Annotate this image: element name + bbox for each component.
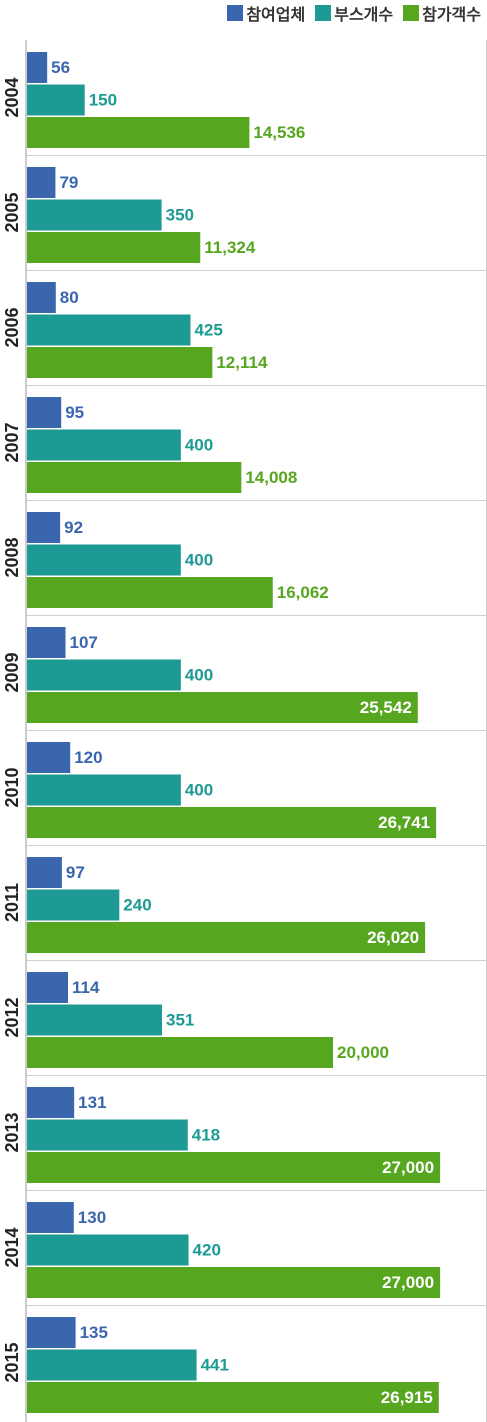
bar [27, 314, 191, 346]
legend-swatch-booths [315, 5, 332, 21]
chart-legend: 참여업체 부스개수 참가객수 [227, 0, 481, 26]
value-label: 400 [185, 780, 213, 799]
value-label: 27,000 [382, 1158, 434, 1177]
legend-label-participants: 참여업체 [246, 5, 306, 24]
year-label: 2005 [2, 192, 22, 232]
bar [27, 857, 62, 888]
value-label: 14,008 [245, 468, 297, 487]
value-label: 25,542 [360, 698, 412, 717]
bar [27, 742, 71, 773]
bar [27, 1087, 75, 1118]
value-label: 95 [65, 403, 84, 422]
value-label: 425 [194, 320, 222, 339]
legend-item-booths: 부스개수 [315, 1, 393, 25]
value-label: 120 [74, 748, 102, 767]
bar [27, 1349, 197, 1381]
value-label: 351 [166, 1010, 194, 1029]
value-label: 240 [123, 895, 151, 914]
value-label: 350 [166, 205, 194, 224]
bar [27, 52, 48, 83]
bar [27, 1119, 188, 1151]
bar [27, 922, 426, 953]
legend-item-visitors: 참가객수 [403, 1, 481, 25]
value-label: 27,000 [382, 1273, 434, 1292]
bar [27, 282, 56, 313]
legend-label-visitors: 참가객수 [422, 5, 481, 24]
bar [27, 1152, 441, 1183]
bar [27, 774, 181, 806]
bar [27, 1317, 76, 1348]
bar [27, 117, 250, 148]
bar [27, 429, 181, 461]
bar [27, 692, 418, 723]
value-label: 420 [193, 1240, 221, 1259]
year-label: 2015 [2, 1342, 22, 1382]
value-label: 400 [185, 550, 213, 569]
legend-label-booths: 부스개수 [334, 5, 394, 24]
value-label: 56 [51, 58, 70, 77]
bar [27, 512, 61, 543]
bar [27, 1202, 74, 1233]
value-label: 16,062 [277, 583, 329, 602]
bar [27, 199, 162, 231]
year-label: 2004 [2, 77, 22, 117]
value-label: 26,020 [367, 928, 419, 947]
bar [27, 807, 437, 838]
value-label: 79 [59, 173, 78, 192]
year-label: 2006 [2, 307, 22, 347]
bar [27, 1004, 162, 1036]
bar [27, 627, 66, 658]
bar [27, 1234, 189, 1266]
legend-swatch-visitors [403, 5, 420, 21]
value-label: 418 [192, 1125, 220, 1144]
bar [27, 84, 85, 116]
bar [27, 167, 56, 198]
value-label: 20,000 [337, 1043, 389, 1062]
bar [27, 1037, 333, 1068]
value-label: 14,536 [253, 123, 305, 142]
legend-swatch-participants [227, 5, 244, 21]
year-label: 2013 [2, 1112, 22, 1152]
year-label: 2011 [2, 883, 22, 922]
bar [27, 544, 181, 576]
bar-chart: 2004 56 150 14,536 2005 79 350 11,324 2006 80 425 1… [2, 40, 487, 1422]
bar [27, 462, 242, 493]
year-label: 2012 [2, 997, 22, 1037]
bar [27, 347, 213, 378]
year-label: 2007 [2, 422, 22, 462]
value-label: 131 [78, 1093, 106, 1112]
bar [27, 397, 62, 428]
year-label: 2014 [2, 1227, 22, 1267]
value-label: 12,114 [216, 353, 268, 372]
bar [27, 889, 120, 921]
value-label: 92 [64, 518, 83, 537]
value-label: 400 [185, 665, 213, 684]
bar [27, 1382, 439, 1413]
value-label: 130 [78, 1208, 106, 1227]
bar [27, 659, 181, 691]
bar [27, 972, 69, 1003]
value-label: 80 [60, 288, 79, 307]
value-label: 97 [66, 863, 85, 882]
year-label: 2008 [2, 537, 22, 577]
value-label: 150 [89, 90, 117, 109]
bar [27, 232, 201, 263]
value-label: 26,741 [378, 813, 430, 832]
value-label: 107 [70, 633, 98, 652]
year-label: 2010 [2, 767, 22, 807]
value-label: 114 [72, 978, 100, 997]
value-label: 11,324 [204, 238, 256, 257]
value-label: 400 [185, 435, 213, 454]
value-label: 135 [80, 1323, 108, 1342]
bar [27, 1267, 441, 1298]
bar [27, 577, 273, 608]
legend-item-participants: 참여업체 [227, 1, 305, 25]
value-label: 26,915 [381, 1388, 433, 1407]
year-label: 2009 [2, 652, 22, 692]
value-label: 441 [201, 1355, 229, 1374]
